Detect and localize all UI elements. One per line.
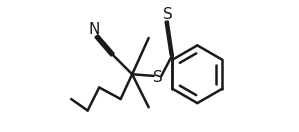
Text: S: S [153, 70, 163, 85]
Text: N: N [89, 22, 100, 37]
Text: S: S [163, 7, 173, 22]
